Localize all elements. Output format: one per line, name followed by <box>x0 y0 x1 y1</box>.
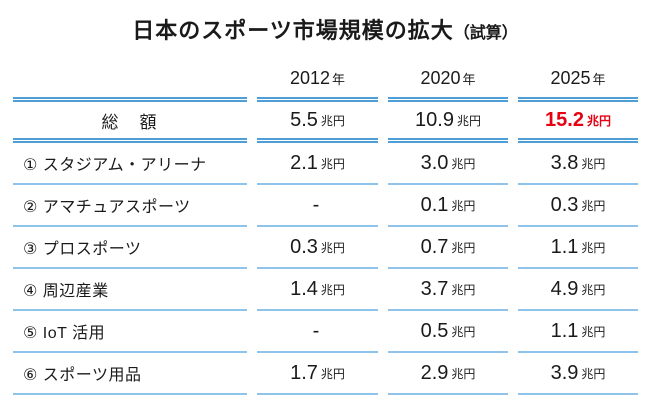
column-header-2012: 2012 年 <box>257 60 378 102</box>
cell-peripheral-2025: 4.9 兆円 <box>518 269 638 311</box>
value-dash: - <box>312 193 320 216</box>
chart-title-main: 日本のスポーツ市場規模の拡大 <box>132 18 454 43</box>
row-label-text: ④ 周辺産業 <box>23 283 109 300</box>
cell-pro-2025: 1.1 兆円 <box>518 227 638 269</box>
year-label: 2012 <box>289 68 331 88</box>
header-empty-cell <box>13 60 247 102</box>
row-label-text: ⑤ IoT 活用 <box>23 325 106 342</box>
row-label-total: 総 額 <box>13 102 247 143</box>
value-number: 0.5 <box>420 319 449 342</box>
cell-peripheral-2012: 1.4 兆円 <box>257 269 378 311</box>
cell-stadium-2012: 2.1 兆円 <box>257 143 378 185</box>
cell-goods-2025: 3.9 兆円 <box>518 353 638 395</box>
cell-goods-2012: 1.7 兆円 <box>257 353 378 395</box>
value-unit: 兆円 <box>451 198 476 213</box>
cell-pro-2020: 0.7 兆円 <box>388 227 508 269</box>
cell-amateur-2012: - <box>257 185 378 227</box>
value-unit: 兆円 <box>581 156 606 171</box>
year-label: 2025 <box>550 68 591 88</box>
row-label-iot: ⑤ IoT 活用 <box>13 311 247 353</box>
value-unit: 兆円 <box>581 198 606 213</box>
value-number: 0.3 <box>550 193 579 216</box>
value-dash: - <box>312 319 320 342</box>
value-unit: 兆円 <box>581 282 606 297</box>
row-label-text: ② アマチュアスポーツ <box>23 199 191 216</box>
value-unit: 兆円 <box>456 113 481 128</box>
cell-amateur-2020: 0.1 兆円 <box>388 185 508 227</box>
value-unit: 兆円 <box>320 240 345 255</box>
value-unit: 兆円 <box>451 282 476 297</box>
value-unit: 兆円 <box>320 156 345 171</box>
cell-stadium-2020: 3.0 兆円 <box>388 143 508 185</box>
value-unit: 兆円 <box>320 113 345 128</box>
value-unit: 兆円 <box>451 324 476 339</box>
year-suffix: 年 <box>592 72 606 87</box>
column-header-2020: 2020 年 <box>388 60 508 102</box>
cell-stadium-2025: 3.8 兆円 <box>518 143 638 185</box>
cell-pro-2012: 0.3 兆円 <box>257 227 378 269</box>
market-size-table: 2012 年 2020 年 2025 年 総 額 5.5 兆円 10.9 兆円 15.2 兆… <box>13 60 638 395</box>
value-unit: 兆円 <box>320 282 345 297</box>
value-number: 1.4 <box>290 277 318 300</box>
value-number: 0.1 <box>420 193 449 216</box>
value-unit: 兆円 <box>451 156 476 171</box>
cell-iot-2020: 0.5 兆円 <box>388 311 508 353</box>
value-number: 10.9 <box>415 108 454 131</box>
value-unit: 兆円 <box>581 366 606 381</box>
cell-peripheral-2020: 3.7 兆円 <box>388 269 508 311</box>
value-number: 4.9 <box>550 277 579 300</box>
row-label-text: ③ プロスポーツ <box>23 241 142 258</box>
value-unit: 兆円 <box>451 366 476 381</box>
value-number: 0.7 <box>420 235 449 258</box>
value-number: 2.9 <box>420 361 449 384</box>
column-header-2025: 2025 年 <box>518 60 638 102</box>
value-unit: 兆円 <box>581 240 606 255</box>
value-number: 0.3 <box>290 235 318 258</box>
row-label-text: ⑥ スポーツ用品 <box>23 367 142 384</box>
total-label: 総 額 <box>101 112 159 132</box>
row-label-text: ① スタジアム・アリーナ <box>23 157 207 174</box>
cell-total-2012: 5.5 兆円 <box>257 102 378 143</box>
cell-total-2020: 10.9 兆円 <box>388 102 508 143</box>
value-number: 1.1 <box>550 235 579 258</box>
cell-iot-2025: 1.1 兆円 <box>518 311 638 353</box>
row-label-pro-sports: ③ プロスポーツ <box>13 227 247 269</box>
value-unit: 兆円 <box>581 324 606 339</box>
value-number: 5.5 <box>290 108 318 131</box>
cell-iot-2012: - <box>257 311 378 353</box>
value-unit: 兆円 <box>451 240 476 255</box>
year-label: 2020 <box>420 68 461 88</box>
value-number: 3.0 <box>420 151 449 174</box>
value-unit-highlight: 兆円 <box>586 113 611 128</box>
chart-title: 日本のスポーツ市場規模の拡大（試算） <box>0 13 650 45</box>
value-number: 1.7 <box>290 361 318 384</box>
cell-goods-2020: 2.9 兆円 <box>388 353 508 395</box>
chart-title-note: （試算） <box>453 25 518 42</box>
cell-total-2025-highlight: 15.2 兆円 <box>518 102 638 143</box>
value-unit: 兆円 <box>320 366 345 381</box>
year-suffix: 年 <box>332 72 346 87</box>
value-number: 2.1 <box>290 151 318 174</box>
row-label-sporting-goods: ⑥ スポーツ用品 <box>13 353 247 395</box>
year-suffix: 年 <box>462 72 476 87</box>
value-number: 3.9 <box>550 361 579 384</box>
value-number: 1.1 <box>550 319 579 342</box>
value-number-highlight: 15.2 <box>545 108 584 131</box>
value-number: 3.7 <box>420 277 449 300</box>
row-label-stadium-arena: ① スタジアム・アリーナ <box>13 143 247 185</box>
cell-amateur-2025: 0.3 兆円 <box>518 185 638 227</box>
row-label-amateur-sports: ② アマチュアスポーツ <box>13 185 247 227</box>
value-number: 3.8 <box>550 151 579 174</box>
row-label-peripheral-industry: ④ 周辺産業 <box>13 269 247 311</box>
